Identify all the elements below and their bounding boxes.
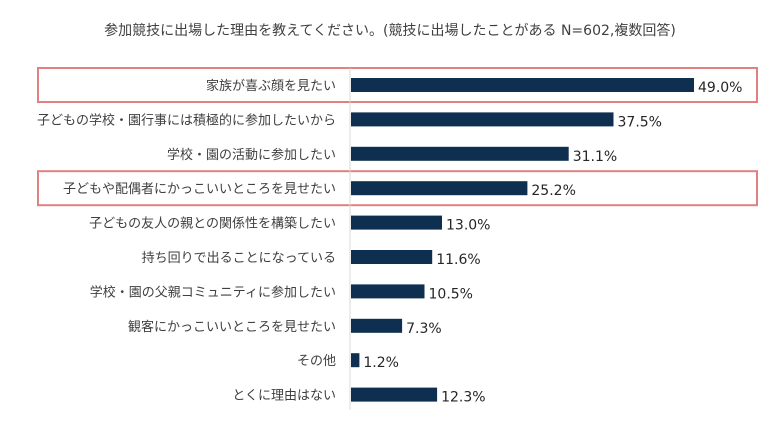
category-label: 観客にかっこいいところを見せたい	[128, 319, 336, 335]
bar	[351, 387, 438, 402]
highlight-box	[37, 170, 758, 207]
category-label: 子どもの学校・園行事には積極的に参加したいから	[37, 112, 336, 128]
value-label: 13.0%	[446, 218, 490, 234]
bar	[351, 78, 694, 92]
category-label: その他	[297, 354, 336, 369]
category-label: とくに理由はない	[232, 389, 336, 404]
category-label: 学校・園の活動に参加したい	[167, 147, 336, 163]
value-label: 25.2%	[531, 183, 575, 199]
bar	[351, 146, 569, 161]
bar	[351, 250, 433, 264]
highlight-box	[37, 67, 758, 103]
bar	[351, 318, 403, 333]
bar	[351, 284, 425, 299]
bar	[351, 181, 528, 196]
bar	[351, 353, 360, 368]
category-label: 家族が喜ぶ顔を見たい	[206, 78, 336, 94]
chart-title: 参加競技に出場した理由を教えてください。(競技に出場したことがある N=602,…	[104, 22, 676, 39]
category-label: 子どもの友人の親との関係性を構築したい	[89, 216, 336, 232]
value-label: 7.3%	[406, 321, 442, 337]
bar	[351, 215, 442, 230]
value-label: 1.2%	[363, 355, 399, 371]
category-label: 学校・園の父親コミュニティに参加したい	[90, 284, 336, 300]
value-label: 10.5%	[429, 286, 473, 302]
value-label: 37.5%	[618, 114, 662, 130]
category-label: 持ち回りで出ることになっている	[142, 251, 336, 266]
value-label: 12.3%	[441, 390, 485, 406]
value-label: 49.0%	[698, 80, 742, 96]
value-label: 11.6%	[436, 252, 480, 268]
value-label: 31.1%	[573, 149, 617, 165]
bar	[351, 112, 614, 127]
category-label: 子どもや配偶者にかっこいいところを見せたい	[63, 182, 336, 197]
